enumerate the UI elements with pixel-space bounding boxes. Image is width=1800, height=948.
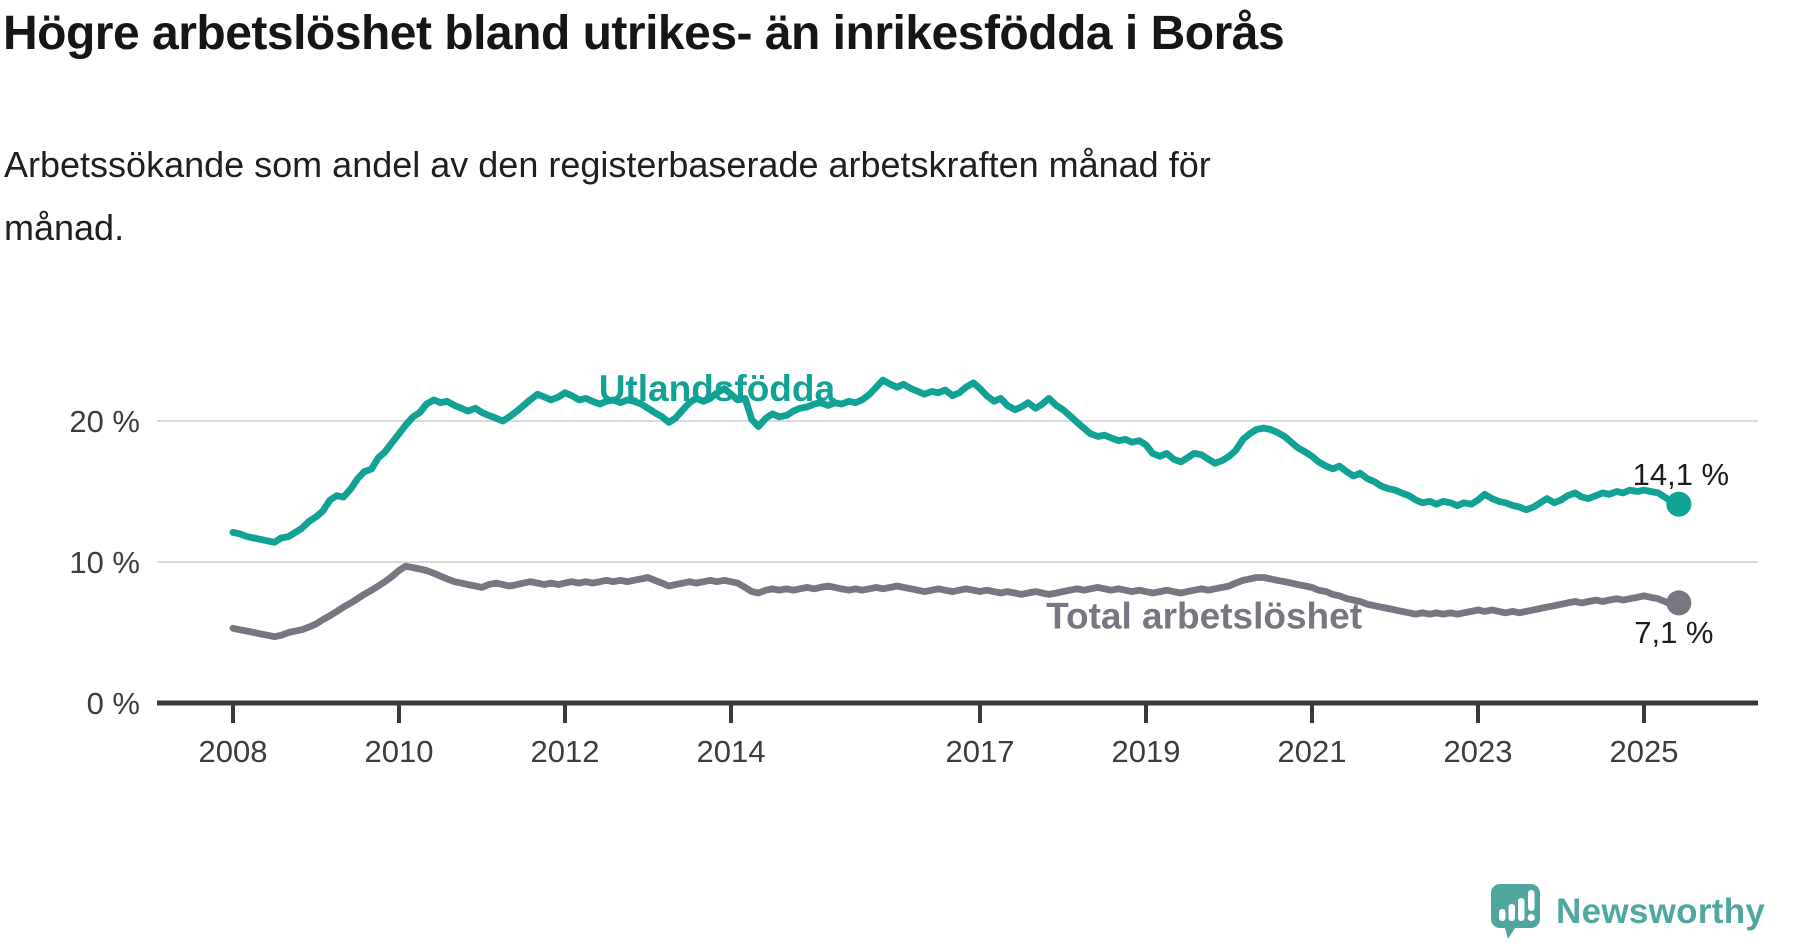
series-line-utlandsf-dda (229, 376, 1683, 546)
x-tick-label: 2017 (946, 734, 1015, 769)
series-end-value-label: 7,1 % (1634, 615, 1713, 650)
y-tick-label: 10 % (69, 545, 140, 580)
chart-subtitle: Arbetssökande som andel av den registerb… (4, 133, 1504, 259)
subtitle-line-1: Arbetssökande som andel av den registerb… (4, 144, 1211, 185)
subtitle-line-2: månad. (4, 207, 125, 248)
x-tick-label: 2021 (1278, 734, 1347, 769)
series-end-value-label: 14,1 % (1633, 457, 1730, 492)
series-end-dot (1666, 491, 1692, 517)
x-tick-label: 2014 (697, 734, 766, 769)
x-tick-label: 2012 (531, 734, 600, 769)
page-title: Högre arbetslöshet bland utrikes- än inr… (3, 7, 1285, 60)
x-tick-label: 2008 (199, 734, 268, 769)
x-tick-label: 2019 (1112, 734, 1181, 769)
series-end-dot (1666, 590, 1692, 616)
series-line-total-arbetsl-shet (229, 562, 1683, 641)
y-tick-label: 20 % (69, 404, 140, 439)
series-name-label: Total arbetslöshet (1046, 596, 1362, 637)
x-tick-label: 2025 (1610, 734, 1679, 769)
series-name-label: Utlandsfödda (599, 368, 836, 409)
x-tick-label: 2023 (1444, 734, 1513, 769)
x-tick-label: 2010 (365, 734, 434, 769)
newsworthy-logo-icon (1491, 884, 1540, 939)
newsworthy-wordmark: Newsworthy (1556, 892, 1766, 931)
newsworthy-logo: Newsworthy (1489, 882, 1765, 941)
y-tick-label: 0 % (87, 686, 140, 721)
